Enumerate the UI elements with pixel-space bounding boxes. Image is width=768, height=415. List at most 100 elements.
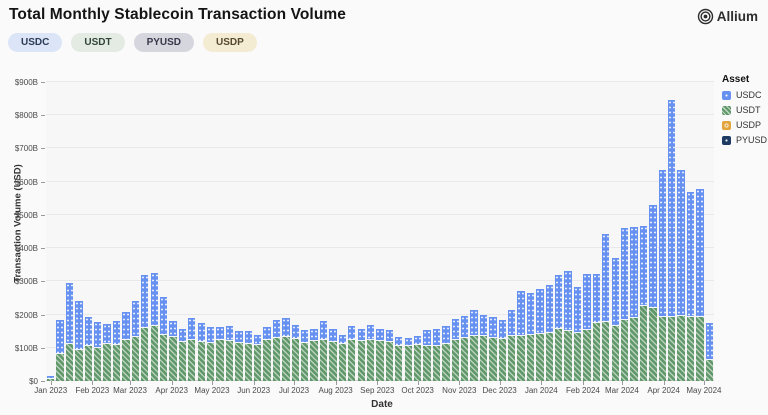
bar-usdt-week-16[interactable] <box>188 340 196 381</box>
bar-usdc-week-49[interactable] <box>498 319 506 340</box>
bar-usdt-week-61[interactable] <box>611 326 619 381</box>
bar-usdc-week-65[interactable] <box>649 204 657 309</box>
bar-usdc-week-2[interactable] <box>56 320 64 354</box>
bar-usdc-week-34[interactable] <box>357 328 365 341</box>
legend-item-pyusd[interactable]: PYUSD <box>722 135 767 145</box>
bar-usdc-week-46[interactable] <box>470 309 478 336</box>
bar-usdc-week-52[interactable] <box>526 292 535 335</box>
bar-usdc-week-70[interactable] <box>696 188 704 318</box>
bar-usdt-week-44[interactable] <box>451 339 459 381</box>
bar-usdt-week-47[interactable] <box>479 336 488 381</box>
bar-usdt-week-11[interactable] <box>141 327 149 381</box>
bar-usdc-week-56[interactable] <box>564 271 572 332</box>
bar-usdc-week-1[interactable] <box>47 376 55 380</box>
bar-usdc-week-33[interactable] <box>348 326 356 340</box>
bar-usdt-week-14[interactable] <box>169 337 177 381</box>
bar-usdt-week-39[interactable] <box>404 345 412 381</box>
bar-usdc-week-3[interactable] <box>65 282 74 344</box>
bar-usdc-week-58[interactable] <box>583 273 591 330</box>
legend-item-usdt[interactable]: USDT <box>722 105 767 115</box>
bar-usdc-week-59[interactable] <box>592 273 601 323</box>
bar-usdt-week-26[interactable] <box>282 336 290 381</box>
bar-usdc-week-48[interactable] <box>489 316 497 339</box>
bar-usdt-week-43[interactable] <box>442 343 450 381</box>
bar-usdt-week-33[interactable] <box>348 339 356 381</box>
bar-usdt-week-69[interactable] <box>686 316 695 381</box>
bar-usdc-week-28[interactable] <box>301 330 309 344</box>
bar-usdt-week-21[interactable] <box>235 343 243 381</box>
bar-usdc-week-21[interactable] <box>235 330 243 344</box>
bar-usdt-week-60[interactable] <box>602 322 610 381</box>
bar-usdt-week-12[interactable] <box>150 326 158 381</box>
bar-usdt-week-56[interactable] <box>564 331 572 381</box>
bar-usdt-week-63[interactable] <box>630 317 638 381</box>
bar-usdt-week-34[interactable] <box>357 340 365 381</box>
bar-usdt-week-5[interactable] <box>84 346 92 381</box>
bar-usdc-week-60[interactable] <box>602 234 610 323</box>
bar-usdc-week-45[interactable] <box>461 316 469 339</box>
bar-usdc-week-44[interactable] <box>451 318 459 340</box>
bar-usdc-week-17[interactable] <box>197 322 205 342</box>
bar-usdc-week-41[interactable] <box>423 330 431 346</box>
bar-usdt-week-57[interactable] <box>573 333 582 381</box>
bar-usdc-week-16[interactable] <box>188 318 196 341</box>
bar-usdc-week-62[interactable] <box>620 228 629 320</box>
bar-usdc-week-35[interactable] <box>366 324 375 340</box>
bar-usdt-week-13[interactable] <box>159 335 168 381</box>
bar-usdc-week-53[interactable] <box>536 289 544 334</box>
bar-usdt-week-59[interactable] <box>592 322 601 381</box>
bar-usdc-week-5[interactable] <box>84 317 92 347</box>
bar-usdc-week-68[interactable] <box>677 170 685 316</box>
bar-usdt-week-32[interactable] <box>338 344 347 381</box>
bar-usdc-week-40[interactable] <box>413 335 422 345</box>
bar-usdc-week-8[interactable] <box>112 321 121 346</box>
bar-usdt-week-2[interactable] <box>56 353 64 381</box>
bar-usdc-week-18[interactable] <box>206 327 215 343</box>
bar-usdc-week-26[interactable] <box>282 317 290 337</box>
bar-usdt-week-9[interactable] <box>122 340 130 381</box>
bar-usdt-week-29[interactable] <box>310 341 318 381</box>
bar-usdt-week-68[interactable] <box>677 315 685 381</box>
bar-usdt-week-42[interactable] <box>432 346 441 381</box>
bar-usdt-week-66[interactable] <box>658 316 666 381</box>
bar-usdt-week-41[interactable] <box>423 345 431 381</box>
bar-usdc-week-38[interactable] <box>395 336 403 347</box>
bar-usdt-week-30[interactable] <box>319 340 328 381</box>
bar-usdc-week-6[interactable] <box>94 321 102 349</box>
legend-item-usdc[interactable]: USDC <box>722 90 767 100</box>
bar-usdc-week-4[interactable] <box>75 301 83 351</box>
badge-usdt[interactable]: USDT <box>71 33 125 52</box>
bar-usdt-week-3[interactable] <box>65 343 74 381</box>
bar-usdt-week-1[interactable] <box>47 379 55 381</box>
bar-usdt-week-28[interactable] <box>301 343 309 381</box>
bar-usdc-week-10[interactable] <box>131 300 140 338</box>
bar-usdc-week-19[interactable] <box>216 327 224 341</box>
bar-usdc-week-61[interactable] <box>611 258 619 327</box>
bar-usdt-week-35[interactable] <box>366 339 375 381</box>
bar-usdt-week-71[interactable] <box>705 360 713 381</box>
bar-usdt-week-70[interactable] <box>696 317 704 381</box>
bar-usdt-week-7[interactable] <box>103 344 111 381</box>
bar-usdc-week-13[interactable] <box>159 297 168 336</box>
bar-usdc-week-37[interactable] <box>385 329 394 343</box>
bar-usdt-week-15[interactable] <box>178 341 187 381</box>
bar-usdc-week-39[interactable] <box>404 338 412 346</box>
bar-usdt-week-24[interactable] <box>263 340 271 381</box>
bar-usdc-week-63[interactable] <box>630 226 638 318</box>
bar-usdt-week-45[interactable] <box>461 338 469 381</box>
bar-usdt-week-4[interactable] <box>75 350 83 381</box>
bar-usdc-week-24[interactable] <box>263 327 271 341</box>
bar-usdt-week-49[interactable] <box>498 339 506 381</box>
bar-usdc-week-23[interactable] <box>254 335 262 346</box>
bar-usdt-week-52[interactable] <box>526 334 535 381</box>
bar-usdc-week-15[interactable] <box>178 328 187 342</box>
bar-usdt-week-53[interactable] <box>536 333 544 381</box>
bar-usdc-week-42[interactable] <box>432 328 441 347</box>
bar-usdt-week-25[interactable] <box>272 338 281 381</box>
bar-usdt-week-38[interactable] <box>395 346 403 381</box>
bar-usdt-week-20[interactable] <box>225 340 234 381</box>
bar-usdt-week-50[interactable] <box>508 336 516 381</box>
bar-usdt-week-55[interactable] <box>555 328 563 381</box>
bar-usdc-week-54[interactable] <box>545 285 553 333</box>
bar-usdc-week-32[interactable] <box>338 334 347 345</box>
